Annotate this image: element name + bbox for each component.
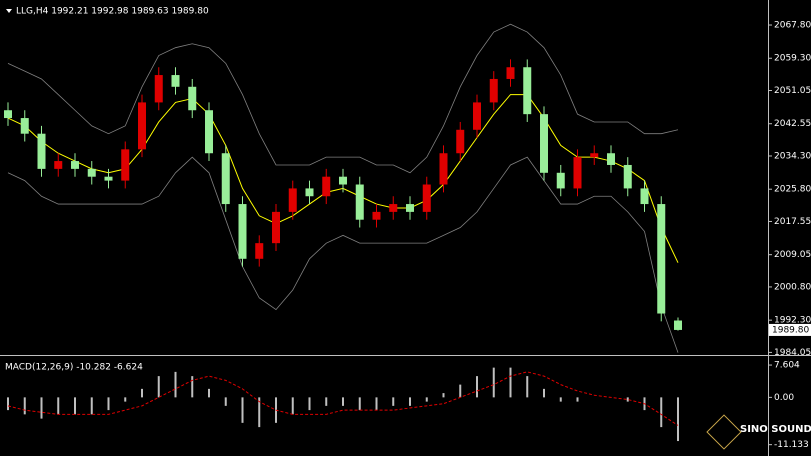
candle-body xyxy=(305,188,314,197)
candle-body xyxy=(188,86,197,111)
candle-body xyxy=(104,176,113,181)
y-tick-label: 2009.05 xyxy=(774,250,811,260)
candle-body xyxy=(523,67,532,115)
price-marker xyxy=(769,323,811,336)
y-tick-label: 2025.80 xyxy=(774,185,811,195)
candle-body xyxy=(422,184,431,212)
y-tick-label: 7.604 xyxy=(774,361,800,371)
y-tick-label: 2017.55 xyxy=(774,217,811,227)
candle-body xyxy=(489,78,498,103)
candle-body xyxy=(640,188,649,205)
candle-body xyxy=(657,204,666,314)
candle-body xyxy=(406,204,414,212)
price-label: 1989.80 xyxy=(772,325,809,335)
candle-body xyxy=(154,75,163,103)
y-tick-label: 2051.05 xyxy=(774,86,811,96)
indicator-line xyxy=(7,23,679,174)
candle-body xyxy=(4,110,12,119)
candle-body xyxy=(573,157,582,189)
y-tick-label: 1992.30 xyxy=(774,316,811,326)
candle-body xyxy=(20,118,29,134)
candle-body xyxy=(506,67,515,79)
y-tick-label: -11.133 xyxy=(774,440,809,450)
candle-body xyxy=(322,176,331,197)
candle-body xyxy=(121,149,130,181)
candle-body xyxy=(607,153,615,165)
candle-body xyxy=(255,243,264,259)
macd-title: MACD(12,26,9) -10.282 -6.624 xyxy=(5,363,143,373)
chart-title: LLG,H4 1992.21 1992.98 1989.63 1989.80 xyxy=(16,7,209,17)
candle-body xyxy=(674,320,682,330)
y-tick-label: 2034.30 xyxy=(774,151,811,161)
signal-line xyxy=(7,371,679,426)
y-tick-label: 2067.80 xyxy=(774,21,811,31)
candle-body xyxy=(355,184,364,220)
candle-body xyxy=(556,172,565,189)
y-tick-label: 0.00 xyxy=(774,393,794,403)
y-tick-label: 2059.30 xyxy=(774,54,811,64)
candle-body xyxy=(71,161,79,169)
candle-body xyxy=(272,211,280,244)
watermark: SINO SOUND xyxy=(740,424,811,435)
candle-body xyxy=(590,153,599,158)
logo xyxy=(706,414,742,450)
candle-body xyxy=(221,153,230,205)
candle-body xyxy=(372,211,381,220)
menu-arrow[interactable] xyxy=(6,9,12,13)
y-tick-label: 2000.80 xyxy=(774,282,811,292)
candle-body xyxy=(439,153,448,185)
candle-body xyxy=(339,176,347,185)
candle-body xyxy=(288,188,297,212)
candle-body xyxy=(171,75,180,87)
y-tick-label: 1984.05 xyxy=(774,348,811,358)
y-tick-label: 2042.55 xyxy=(774,119,811,129)
candle-body xyxy=(389,204,398,212)
candle-body xyxy=(138,102,146,150)
indicator-line xyxy=(7,156,679,353)
candle-body xyxy=(238,204,247,259)
candle-body xyxy=(540,114,548,173)
candle-body xyxy=(37,133,46,169)
candle-body xyxy=(205,110,213,154)
candle-body xyxy=(473,102,481,130)
candle-body xyxy=(54,161,63,169)
candle-body xyxy=(87,168,96,177)
candle-body xyxy=(623,164,632,189)
candle-body xyxy=(456,129,465,154)
